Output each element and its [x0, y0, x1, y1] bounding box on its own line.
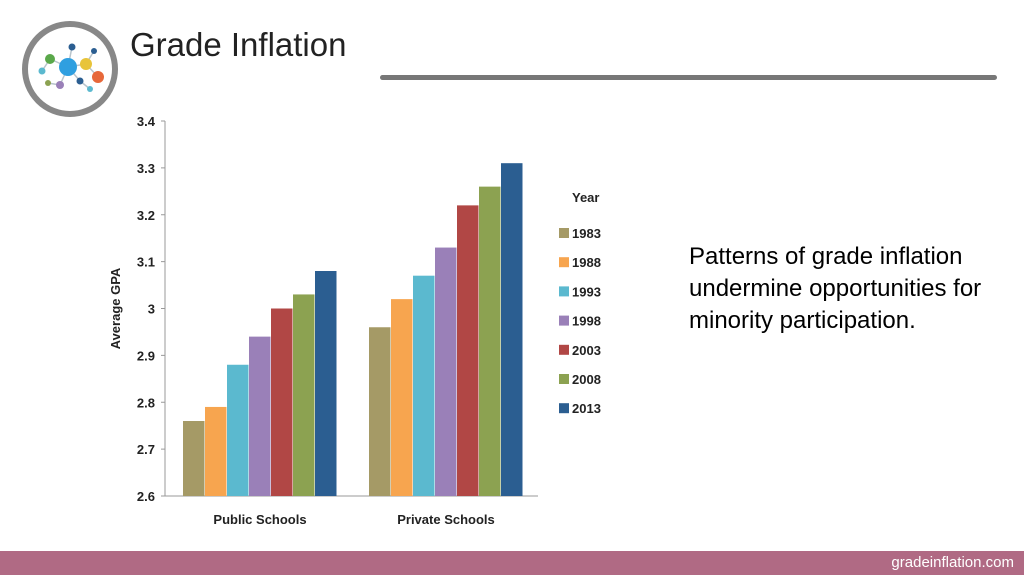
- y-tick-label: 2.6: [137, 489, 155, 504]
- legend-swatch-1993: [559, 286, 569, 296]
- y-tick-label: 2.8: [137, 395, 155, 410]
- y-axis-title: Average GPA: [108, 267, 123, 349]
- y-tick-label: 2.7: [137, 442, 155, 457]
- legend-label: 1988: [572, 255, 601, 270]
- legend-swatch-2003: [559, 345, 569, 355]
- footer-bar: gradeinflation.com: [0, 551, 1024, 575]
- slide-title: Grade Inflation: [130, 26, 346, 64]
- legend-swatch-2008: [559, 374, 569, 384]
- y-tick-label: 3.4: [137, 114, 156, 129]
- bar-1993-private: [413, 276, 435, 496]
- bar-1998-public: [249, 337, 271, 496]
- legend-label: 1993: [572, 284, 601, 299]
- legend-label: 2003: [572, 343, 601, 358]
- bar-1983-public: [183, 421, 205, 496]
- y-tick-label: 3.2: [137, 208, 155, 223]
- legend-title: Year: [572, 190, 599, 205]
- bar-chart: 2.6 2.7 2.8 2.9 3 3.1 3.2 3.3 3.4 Average GPA Publ…: [100, 105, 620, 535]
- bar-1998-private: [435, 248, 457, 496]
- legend-label: 1998: [572, 314, 601, 329]
- bar-1993-public: [227, 365, 249, 496]
- title-divider: [380, 75, 997, 80]
- bar-2003-private: [457, 205, 479, 496]
- x-category-label: Public Schools: [213, 512, 306, 527]
- legend-label: 2013: [572, 401, 601, 416]
- legend-swatch-1988: [559, 257, 569, 267]
- logo: [20, 19, 120, 119]
- legend-label: 1983: [572, 226, 601, 241]
- bar-2003-public: [271, 309, 293, 497]
- bar-2008-private: [479, 187, 501, 496]
- footer-url: gradeinflation.com: [891, 554, 1014, 571]
- y-tick-label: 2.9: [137, 348, 155, 363]
- slide-body-text: Patterns of grade inflation undermine op…: [689, 241, 989, 337]
- bar-1988-private: [391, 299, 413, 496]
- y-tick-label: 3.3: [137, 161, 155, 176]
- y-tick-label: 3: [148, 302, 155, 317]
- molecule-network-icon: [20, 19, 120, 119]
- legend-swatch-1998: [559, 316, 569, 326]
- legend-swatch-1983: [559, 228, 569, 238]
- legend-swatch-2013: [559, 403, 569, 413]
- bar-2008-public: [293, 294, 315, 496]
- legend-label: 2008: [572, 372, 601, 387]
- y-tick-label: 3.1: [137, 255, 155, 270]
- bar-2013-public: [315, 271, 337, 496]
- bar-2013-private: [501, 163, 523, 496]
- bar-1983-private: [369, 327, 391, 496]
- bar-1988-public: [205, 407, 227, 496]
- x-category-label: Private Schools: [397, 512, 495, 527]
